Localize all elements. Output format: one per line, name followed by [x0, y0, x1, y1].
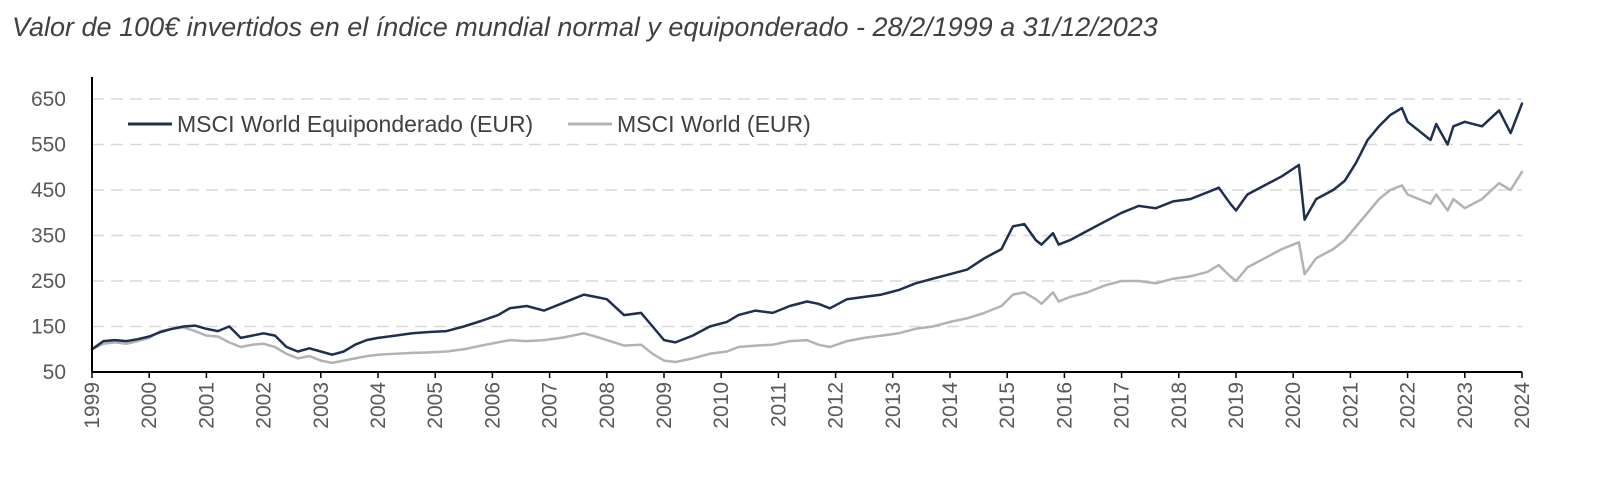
y-axis-ticks: 650 550 450 350 250 150 50	[31, 88, 66, 384]
x-tick-label: 2021	[1339, 382, 1362, 429]
y-tick-label: 150	[31, 316, 66, 339]
legend-label-msci-world: MSCI World (EUR)	[617, 111, 811, 137]
y-tick-label: 50	[43, 361, 66, 384]
x-tick-label: 2019	[1225, 382, 1248, 429]
x-tick-label: 1999	[81, 382, 104, 429]
x-tick-label: 2014	[939, 382, 962, 429]
chart-title: Valor de 100€ invertidos en el índice mu…	[12, 12, 1158, 42]
series-line-1	[90, 170, 1524, 365]
x-tick-label: 2022	[1397, 382, 1420, 429]
x-tick-label: 2008	[596, 382, 619, 429]
x-tick-label: 2000	[138, 382, 161, 429]
y-tick-label: 650	[31, 88, 66, 111]
y-tick-label: 550	[31, 134, 66, 157]
legend: MSCI World Equiponderado (EUR) MSCI Worl…	[128, 111, 811, 137]
x-tick-label: 2002	[253, 382, 276, 429]
x-tick-label: 2024	[1511, 382, 1534, 429]
series-lines	[90, 102, 1524, 365]
x-tick-label: 2012	[825, 382, 848, 429]
y-tick-label: 450	[31, 179, 66, 202]
x-tick-label: 2013	[882, 382, 905, 429]
x-tick-label: 2005	[424, 382, 447, 429]
x-tick-label: 2015	[996, 382, 1019, 429]
y-tick-label: 350	[31, 225, 66, 248]
y-tick-label: 250	[31, 270, 66, 293]
x-tick-label: 2007	[539, 382, 562, 429]
x-tick-label: 2023	[1454, 382, 1477, 429]
gridlines	[92, 98, 1522, 328]
x-tick-label: 2017	[1111, 382, 1134, 429]
x-tick-label: 2010	[710, 382, 733, 429]
legend-label-equiponderado: MSCI World Equiponderado (EUR)	[177, 111, 533, 137]
series-line-0	[90, 102, 1524, 356]
x-tick-label: 2004	[367, 382, 390, 429]
x-axis-ticks: 1999 2000 2001 2002 2003 2004 2005 2006 2007 2008…	[81, 372, 1534, 429]
x-tick-label: 2011	[767, 382, 790, 427]
x-tick-label: 2009	[653, 382, 676, 429]
x-tick-label: 2016	[1053, 382, 1076, 429]
x-tick-label: 2001	[195, 382, 218, 429]
x-tick-label: 2020	[1282, 382, 1305, 429]
x-tick-label: 2003	[310, 382, 333, 429]
x-tick-label: 2018	[1168, 382, 1191, 429]
x-tick-label: 2006	[481, 382, 504, 429]
